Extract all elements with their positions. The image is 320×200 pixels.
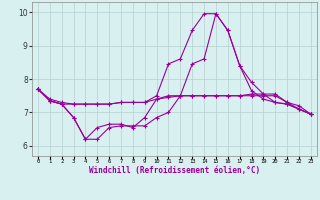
X-axis label: Windchill (Refroidissement éolien,°C): Windchill (Refroidissement éolien,°C) [89, 166, 260, 175]
